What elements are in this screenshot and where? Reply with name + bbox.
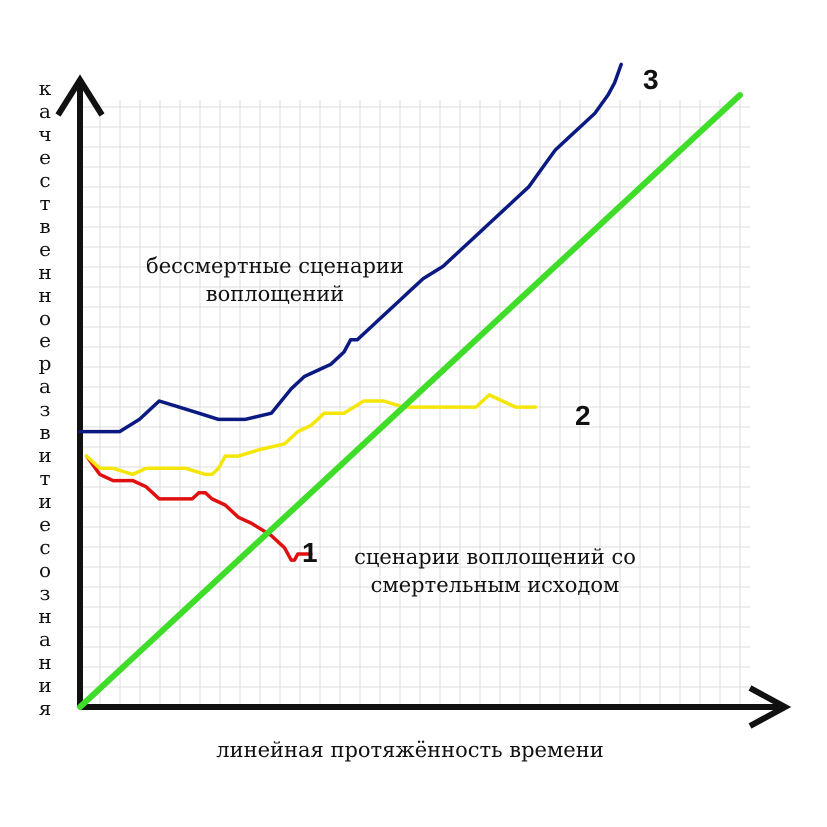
x-axis-arrow bbox=[748, 685, 792, 729]
y-axis-letter: а bbox=[39, 374, 51, 399]
y-axis-letter: и bbox=[38, 672, 52, 697]
y-axis-letter: т bbox=[39, 190, 51, 215]
y-axis-letter: н bbox=[38, 259, 52, 284]
y-axis-letter: к bbox=[38, 76, 52, 100]
y-axis-arrow bbox=[55, 74, 105, 117]
y-axis-letter: ч bbox=[38, 121, 52, 146]
y-axis-letter: и bbox=[38, 489, 52, 514]
y-axis-letter: е bbox=[39, 328, 51, 353]
y-axis-letter: н bbox=[38, 603, 52, 628]
annotation-mortal-line2: смертельным исходом bbox=[370, 573, 620, 598]
annotation-immortal: бессмертные сценарии воплощений bbox=[140, 252, 410, 309]
y-axis-letter: з bbox=[39, 397, 51, 422]
series-label-1: 1 bbox=[302, 537, 318, 568]
y-axis-letter: з bbox=[39, 580, 51, 605]
annotation-immortal-line2: воплощений bbox=[205, 282, 345, 307]
y-axis-letter: в bbox=[39, 213, 51, 238]
y-axis-letter: т bbox=[39, 466, 51, 491]
y-axis-letter: р bbox=[38, 351, 52, 376]
annotation-mortal-line1: сценарии воплощений со bbox=[354, 545, 636, 569]
y-axis-letter: в bbox=[39, 420, 51, 445]
y-axis-letter: а bbox=[39, 626, 51, 651]
y-axis-letter: о bbox=[38, 558, 52, 583]
y-axis-letter: н bbox=[38, 649, 52, 674]
y-axis-letter: я bbox=[38, 695, 52, 720]
y-axis-letter: с bbox=[39, 535, 51, 560]
series-line-1 bbox=[84, 454, 313, 562]
y-axis-letter: е bbox=[39, 236, 51, 261]
series-label-2: 2 bbox=[575, 400, 591, 431]
x-axis-label: линейная протяжённость времени bbox=[216, 738, 604, 762]
y-axis-letter: с bbox=[39, 167, 51, 192]
y-axis-letter: и bbox=[38, 443, 52, 468]
series-line-diagonal bbox=[77, 92, 743, 710]
series-line-2 bbox=[84, 393, 538, 477]
series-line-3 bbox=[78, 62, 623, 434]
y-axis-letter: а bbox=[39, 98, 51, 123]
series-label-3: 3 bbox=[643, 64, 659, 95]
annotation-immortal-line1: бессмертные сценарии bbox=[146, 254, 404, 278]
y-axis-letter: е bbox=[39, 144, 51, 169]
y-axis-letter: е bbox=[39, 512, 51, 537]
y-axis-letter: н bbox=[38, 282, 52, 307]
annotation-mortal: сценарии воплощений со смертельным исход… bbox=[345, 543, 645, 600]
y-axis-letter: о bbox=[38, 305, 52, 330]
